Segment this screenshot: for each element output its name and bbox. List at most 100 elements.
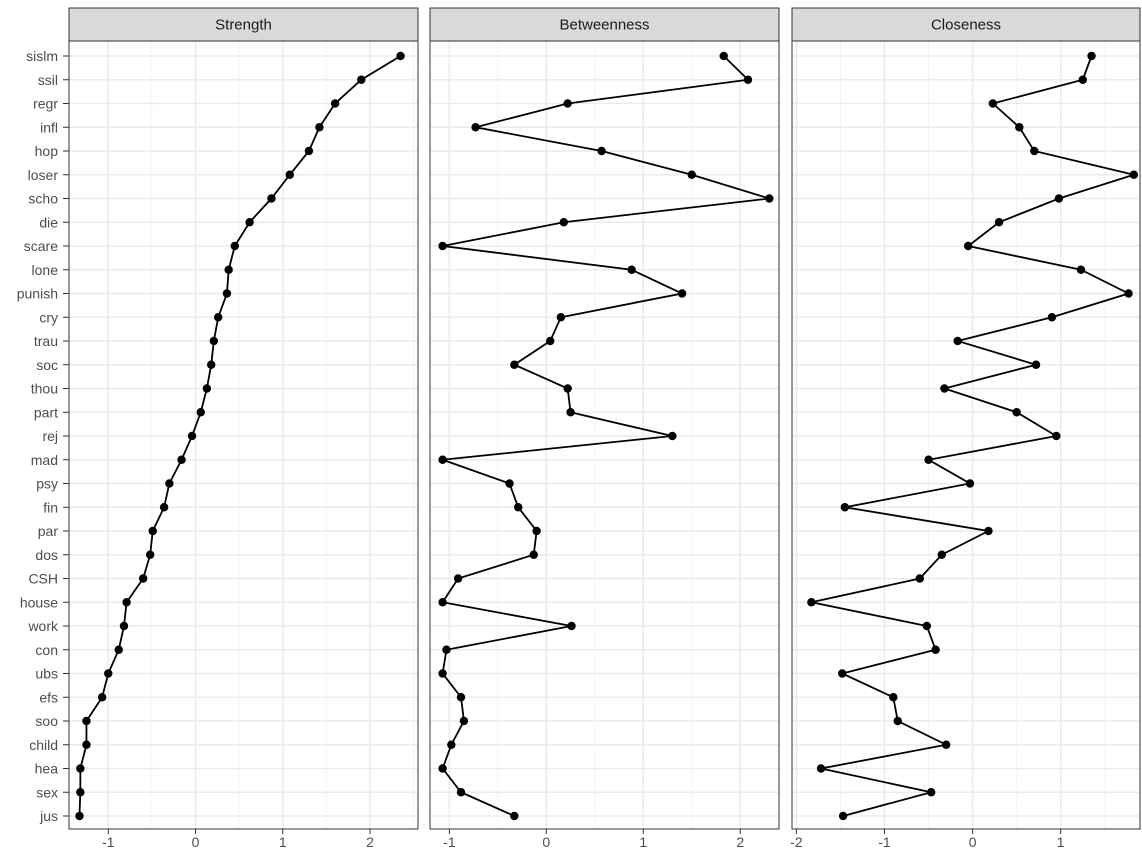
point-closeness-rej bbox=[1052, 431, 1061, 441]
x-tick-label-closeness: -1 bbox=[878, 834, 891, 850]
y-tick-label-hop: hop bbox=[35, 143, 59, 159]
point-strength-soo bbox=[82, 716, 91, 726]
y-tick-label-scho: scho bbox=[28, 191, 58, 207]
point-closeness-fin bbox=[840, 503, 850, 512]
y-tick-label-lone: lone bbox=[32, 262, 59, 278]
point-closeness-efs bbox=[889, 693, 898, 702]
point-closeness-con bbox=[931, 645, 940, 654]
point-betweenness-con bbox=[442, 645, 451, 654]
point-betweenness-fin bbox=[514, 503, 523, 512]
strip-title-betweenness: Betweenness bbox=[559, 17, 649, 34]
point-betweenness-soc bbox=[510, 360, 519, 369]
point-betweenness-thou bbox=[563, 384, 572, 393]
point-betweenness-ubs bbox=[438, 669, 447, 678]
point-strength-cry bbox=[213, 313, 223, 322]
point-strength-ubs bbox=[104, 669, 113, 678]
plot-area-closeness bbox=[792, 41, 1140, 829]
strip-betweenness bbox=[429, 7, 780, 42]
point-strength-dos bbox=[145, 550, 155, 559]
point-betweenness-sislm bbox=[719, 51, 728, 61]
point-strength-rej bbox=[187, 431, 197, 441]
y-tick-label-hea: hea bbox=[35, 761, 59, 777]
point-betweenness-lone bbox=[627, 265, 636, 274]
strip-closeness bbox=[791, 7, 1141, 42]
point-strength-ssil bbox=[357, 75, 366, 84]
point-closeness-regr bbox=[988, 99, 998, 108]
point-betweenness-ssil bbox=[743, 75, 753, 84]
y-tick-label-efs: efs bbox=[39, 689, 58, 705]
point-closeness-thou bbox=[940, 384, 949, 393]
point-betweenness-scho bbox=[765, 194, 774, 203]
y-tick-label-jus: jus bbox=[39, 808, 58, 824]
point-strength-punish bbox=[222, 289, 232, 298]
y-tick-label-fin: fin bbox=[43, 499, 58, 515]
point-betweenness-efs bbox=[456, 693, 466, 702]
y-tick-label-sex: sex bbox=[36, 784, 58, 800]
point-closeness-scho bbox=[1054, 194, 1064, 203]
x-tick-label-strength: 2 bbox=[366, 834, 374, 850]
point-betweenness-loser bbox=[687, 170, 696, 179]
point-betweenness-die bbox=[559, 218, 568, 227]
y-tick-label-work: work bbox=[27, 618, 59, 634]
y-tick-label-child: child bbox=[29, 737, 58, 753]
point-strength-hea bbox=[76, 764, 85, 773]
x-tick-label-betweenness: 2 bbox=[736, 834, 744, 850]
y-tick-label-soo: soo bbox=[35, 713, 58, 729]
point-strength-infl bbox=[315, 123, 324, 132]
y-tick-label-sislm: sislm bbox=[26, 48, 58, 64]
point-betweenness-jus bbox=[510, 811, 519, 821]
point-betweenness-hop bbox=[597, 146, 606, 156]
y-tick-label-CSH: CSH bbox=[28, 571, 58, 587]
y-tick-label-punish: punish bbox=[17, 286, 58, 302]
point-strength-sislm bbox=[396, 51, 405, 61]
point-closeness-child bbox=[941, 740, 951, 749]
y-tick-label-cry: cry bbox=[39, 309, 58, 325]
x-tick-label-betweenness: -1 bbox=[443, 834, 456, 850]
point-betweenness-trau bbox=[546, 336, 555, 346]
point-strength-mad bbox=[177, 455, 186, 464]
strip-strength bbox=[68, 7, 419, 42]
point-closeness-sex bbox=[927, 788, 936, 797]
point-strength-scho bbox=[267, 194, 276, 203]
point-closeness-part bbox=[1012, 408, 1021, 417]
point-betweenness-dos bbox=[529, 550, 538, 559]
point-strength-house bbox=[122, 598, 131, 607]
point-strength-sex bbox=[76, 788, 85, 797]
point-closeness-scare bbox=[964, 241, 973, 251]
point-strength-jus bbox=[75, 811, 84, 821]
point-betweenness-sex bbox=[456, 788, 466, 797]
y-axis-labels: sislm ssil regr infl hop loser scho die scare lon… bbox=[17, 48, 69, 824]
panel-closeness: Closeness -2 -1 0 1 bbox=[790, 7, 1141, 850]
x-tick-label-betweenness: 0 bbox=[542, 834, 550, 850]
point-betweenness-cry bbox=[556, 313, 566, 322]
point-betweenness-CSH bbox=[453, 574, 463, 583]
panel-border-strength bbox=[68, 40, 419, 830]
point-closeness-dos bbox=[937, 550, 946, 559]
y-tick-label-rej: rej bbox=[42, 428, 58, 444]
y-tick-label-loser: loser bbox=[28, 167, 59, 183]
point-closeness-jus bbox=[838, 811, 848, 821]
point-betweenness-house bbox=[438, 598, 447, 607]
point-betweenness-rej bbox=[668, 431, 677, 441]
point-strength-par bbox=[148, 526, 157, 536]
y-tick-label-ssil: ssil bbox=[38, 72, 58, 88]
panel-border-closeness bbox=[791, 40, 1141, 830]
point-closeness-par bbox=[984, 526, 993, 536]
y-tick-label-part: part bbox=[34, 404, 58, 420]
point-strength-die bbox=[245, 218, 254, 227]
point-closeness-die bbox=[994, 218, 1004, 227]
point-strength-loser bbox=[285, 170, 294, 179]
point-strength-psy bbox=[165, 479, 174, 488]
point-closeness-trau bbox=[953, 336, 962, 346]
point-closeness-soc bbox=[1031, 360, 1041, 369]
x-tick-label-closeness: 1 bbox=[1057, 834, 1065, 850]
x-tick-label-strength: 1 bbox=[279, 834, 287, 850]
point-closeness-loser bbox=[1129, 170, 1139, 179]
y-tick-label-regr: regr bbox=[33, 96, 58, 112]
point-betweenness-regr bbox=[563, 99, 572, 108]
point-betweenness-infl bbox=[471, 123, 480, 132]
strip-title-strength: Strength bbox=[215, 17, 272, 34]
y-tick-label-scare: scare bbox=[24, 238, 58, 254]
x-tick-label-closeness: 0 bbox=[969, 834, 977, 850]
point-betweenness-par bbox=[532, 526, 541, 536]
